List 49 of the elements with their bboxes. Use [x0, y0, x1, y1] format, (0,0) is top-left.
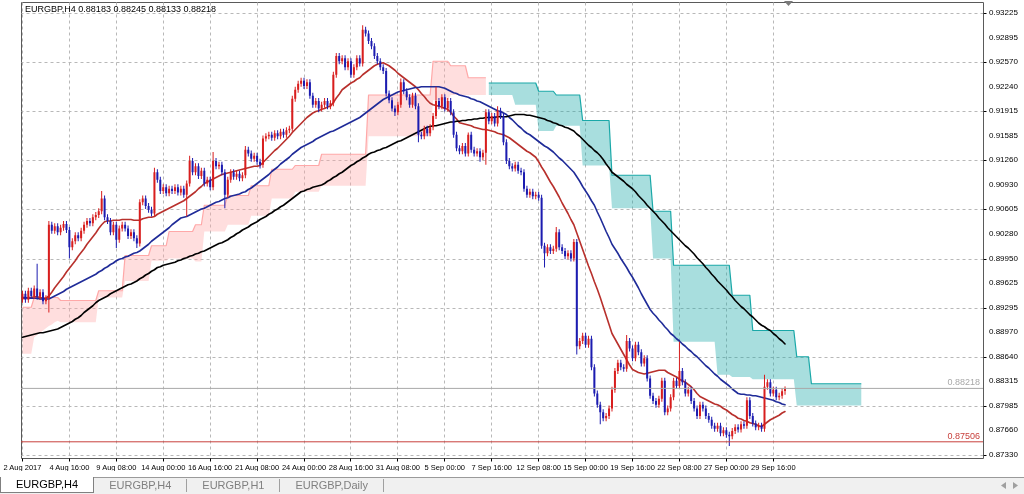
y-tick-label: 0.90930 — [989, 180, 1019, 189]
y-tick-label: 0.89295 — [989, 302, 1019, 312]
ref-line-label: 0.88218 — [947, 377, 980, 388]
candlestick — [654, 397, 657, 409]
y-tick-label: 0.89625 — [989, 277, 1019, 287]
candlestick — [103, 195, 106, 221]
chart-title: EURGBP,H4 0.88183 0.88245 0.88133 0.88218 — [25, 4, 216, 14]
candlestick — [740, 420, 743, 433]
y-tick-label: 0.87330 — [989, 450, 1019, 459]
y-tick-label: 0.90280 — [989, 228, 1019, 238]
candlestick — [100, 190, 103, 215]
candlestick — [42, 288, 44, 305]
candlestick — [517, 161, 520, 175]
candlestick — [479, 147, 481, 163]
y-tick-label: 0.90605 — [989, 204, 1019, 214]
y-tick-label: 0.92895 — [989, 32, 1019, 42]
y-tick-label: 0.92570 — [989, 57, 1019, 66]
y-tick-label: 0.91585 — [989, 130, 1019, 140]
y-tick-label: 0.88970 — [989, 327, 1019, 336]
candlestick — [470, 131, 473, 154]
candlestick — [437, 97, 440, 110]
candlestick — [129, 228, 132, 240]
y-tick-label: 0.88640 — [989, 351, 1019, 361]
text: EURGBP,H4 — [94, 479, 188, 492]
y-tick-label: 0.91915 — [989, 106, 1019, 116]
y-tick-label: 0.93225 — [989, 7, 1019, 17]
y-tick-label: 0.92240 — [989, 81, 1019, 91]
candlestick — [91, 213, 94, 227]
candlestick — [555, 226, 558, 253]
candlestick — [349, 57, 352, 79]
text: EURGBP,Daily — [280, 479, 385, 492]
candlestick — [36, 263, 39, 301]
candlestick — [176, 183, 179, 196]
y-tick-label: 0.88315 — [989, 376, 1019, 386]
y-tick-label: 0.91260 — [989, 155, 1019, 165]
candlestick — [256, 152, 259, 166]
candlestick — [781, 387, 784, 400]
y-tick-label: 0.87660 — [989, 425, 1019, 435]
text: EURGBP,H1 — [187, 479, 281, 492]
candlestick — [347, 57, 350, 71]
candlestick — [558, 228, 561, 251]
y-tick-label: 0.89950 — [989, 253, 1019, 263]
y-tick-label: 0.87985 — [989, 400, 1019, 410]
candlestick — [737, 423, 740, 433]
ref-line-label: 0.87506 — [947, 430, 980, 441]
candlestick — [88, 217, 91, 227]
candlestick — [528, 188, 531, 199]
candlestick — [467, 132, 470, 157]
line-series — [21, 60, 487, 308]
